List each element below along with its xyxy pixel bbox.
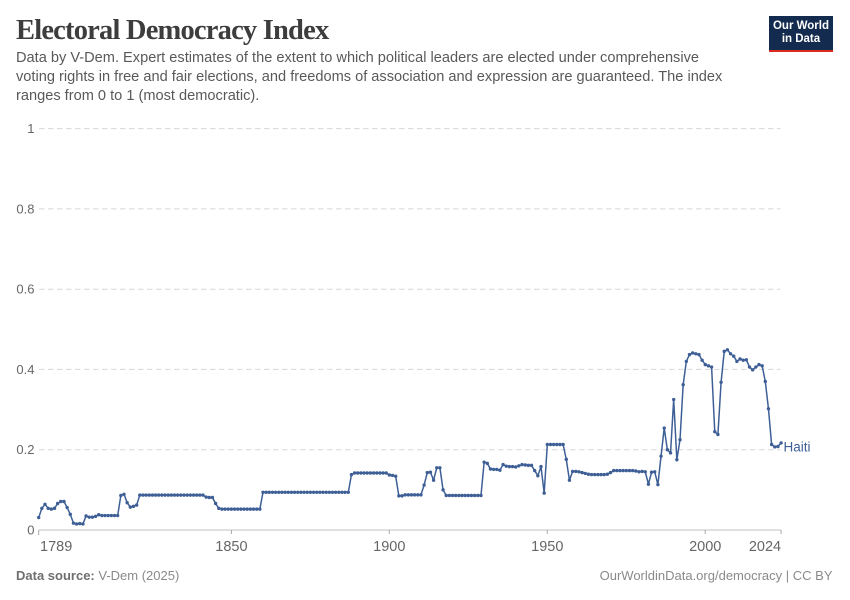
svg-text:1789: 1789 xyxy=(40,539,72,555)
svg-text:1950: 1950 xyxy=(531,539,563,555)
svg-text:0: 0 xyxy=(27,522,34,537)
svg-text:2000: 2000 xyxy=(689,539,721,555)
svg-text:0.8: 0.8 xyxy=(16,201,34,216)
svg-text:1: 1 xyxy=(27,121,34,136)
svg-text:0.2: 0.2 xyxy=(16,442,34,457)
svg-text:2024: 2024 xyxy=(749,539,781,555)
svg-text:0.4: 0.4 xyxy=(16,362,34,377)
svg-text:Haiti: Haiti xyxy=(784,440,811,455)
svg-text:1850: 1850 xyxy=(215,539,247,555)
svg-text:1900: 1900 xyxy=(373,539,405,555)
svg-text:0.6: 0.6 xyxy=(16,282,34,297)
